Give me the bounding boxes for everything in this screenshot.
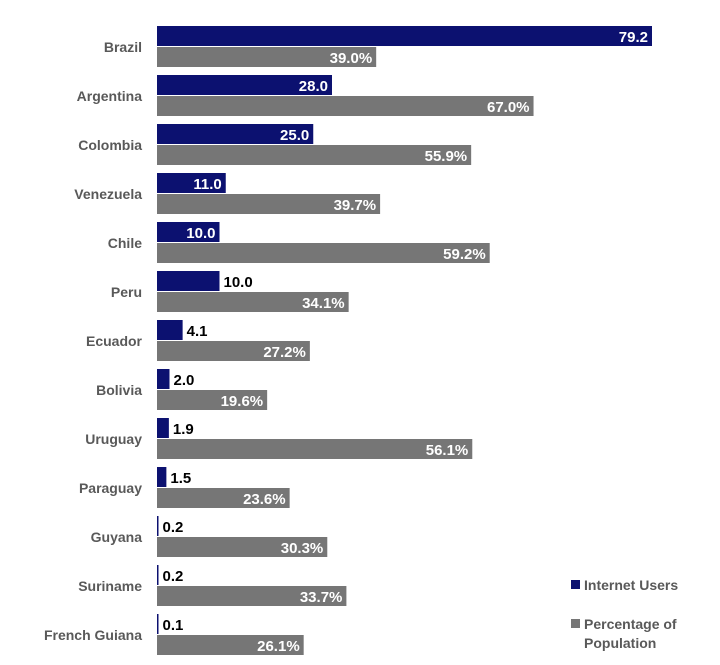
category-label: Guyana xyxy=(91,529,143,545)
category-label: Peru xyxy=(111,284,142,300)
data-label: 0.1 xyxy=(163,617,184,634)
legend-swatch-internet-users xyxy=(571,580,580,589)
data-label: 39.0% xyxy=(330,50,373,67)
category-label: Ecuador xyxy=(86,333,143,349)
data-label: 0.2 xyxy=(163,568,184,585)
internet-users-bar xyxy=(157,75,332,95)
data-label: 34.1% xyxy=(302,295,345,312)
data-label: 1.5 xyxy=(170,470,191,487)
category-label: Uruguay xyxy=(85,431,142,447)
internet-users-bar xyxy=(157,516,159,536)
percentage-bar xyxy=(157,341,310,361)
data-label: 56.1% xyxy=(426,442,469,459)
category-label: Colombia xyxy=(78,137,142,153)
data-label: 19.6% xyxy=(221,393,264,410)
percentage-bar xyxy=(157,47,377,67)
data-label: 39.7% xyxy=(334,197,377,214)
percentage-bar xyxy=(157,243,490,263)
internet-users-bar xyxy=(157,467,167,487)
internet-users-bar xyxy=(157,614,159,634)
internet-users-bar xyxy=(157,418,169,438)
data-label: 10.0 xyxy=(224,274,253,291)
category-label: Suriname xyxy=(78,578,142,594)
internet-users-bar xyxy=(157,26,652,46)
internet-users-bar xyxy=(157,124,314,144)
data-label: 11.0 xyxy=(193,176,221,193)
internet-users-bar xyxy=(157,173,226,193)
data-label: 4.1 xyxy=(187,323,208,340)
category-label: Brazil xyxy=(104,39,142,55)
legend-label-percentage-line1: Percentage of xyxy=(584,616,677,632)
percentage-bar xyxy=(157,635,304,655)
percentage-bar xyxy=(157,439,473,459)
legend-label-percentage-line2: Population xyxy=(584,635,656,651)
category-label: Venezuela xyxy=(74,186,142,202)
internet-users-bar xyxy=(157,222,220,242)
category-label: Argentina xyxy=(77,88,143,104)
percentage-bar xyxy=(157,292,349,312)
percentage-bar xyxy=(157,586,347,606)
data-label: 1.9 xyxy=(173,421,194,438)
internet-users-bar xyxy=(157,369,170,389)
data-label: 67.0% xyxy=(487,99,530,116)
percentage-bar xyxy=(157,96,534,116)
data-label: 27.2% xyxy=(263,344,306,361)
category-label: Chile xyxy=(108,235,142,251)
percentage-bar xyxy=(157,488,290,508)
data-label: 2.0 xyxy=(174,372,195,389)
percentage-bar xyxy=(157,537,328,557)
data-label: 30.3% xyxy=(281,540,324,557)
data-label: 79.2 xyxy=(619,29,648,46)
data-label: 25.0 xyxy=(280,127,309,144)
percentage-bar xyxy=(157,145,472,165)
data-label: 55.9% xyxy=(425,148,468,165)
legend-label-internet-users: Internet Users xyxy=(584,577,678,593)
internet-users-bar xyxy=(157,320,183,340)
internet-users-bar xyxy=(157,271,220,291)
internet-users-bar xyxy=(157,565,159,585)
legend-swatch-percentage xyxy=(571,619,580,628)
data-label: 23.6% xyxy=(243,491,286,508)
percentage-bar xyxy=(157,194,381,214)
data-label: 59.2% xyxy=(443,246,486,263)
percentage-bar xyxy=(157,390,268,410)
data-label: 0.2 xyxy=(163,519,184,536)
data-label: 10.0 xyxy=(186,225,215,242)
category-label: Paraguay xyxy=(79,480,142,496)
data-label: 28.0 xyxy=(299,78,328,95)
category-label: French Guiana xyxy=(44,627,142,643)
data-label: 33.7% xyxy=(300,589,343,606)
category-label: Bolivia xyxy=(96,382,142,398)
data-label: 26.1% xyxy=(257,638,300,655)
